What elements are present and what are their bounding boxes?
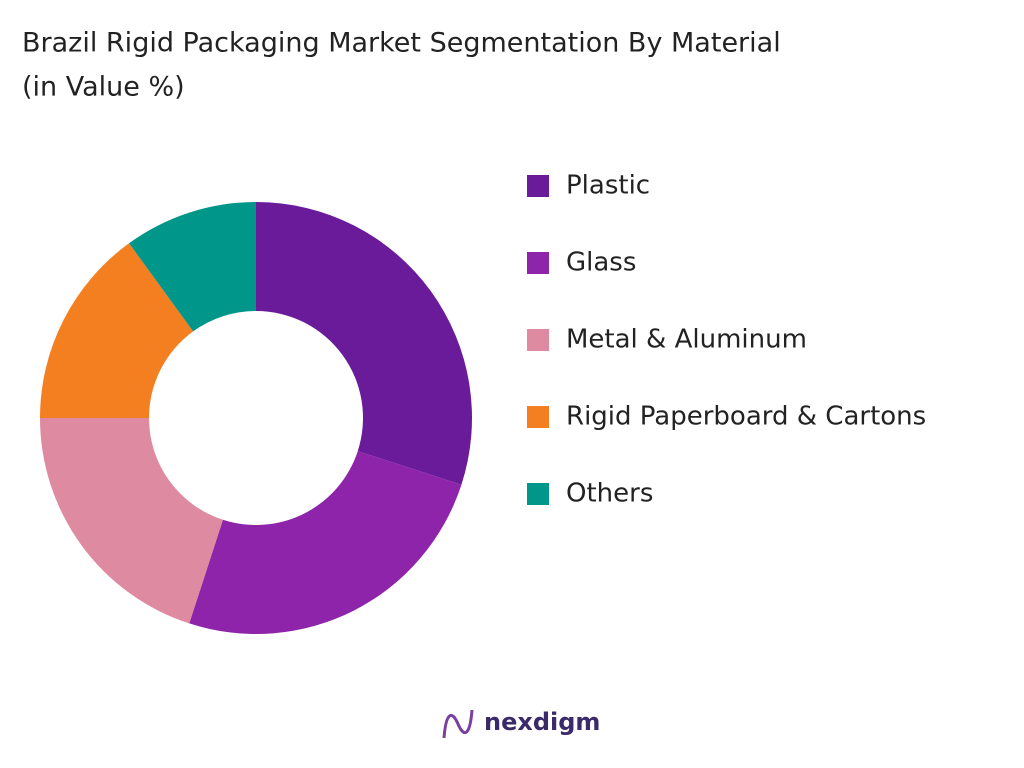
donut-segment (40, 418, 223, 624)
logo-icon (442, 709, 474, 739)
legend-swatch (527, 175, 549, 197)
brand-name: nexdigm (484, 708, 600, 736)
legend-swatch (527, 483, 549, 505)
chart-title: Brazil Rigid Packaging Market Segmentati… (22, 28, 781, 59)
legend-swatch (527, 406, 549, 428)
legend-label: Metal & Aluminum (566, 325, 807, 355)
legend-swatch (527, 329, 549, 351)
donut-segment (40, 243, 194, 418)
legend-label: Rigid Paperboard & Cartons (566, 402, 926, 432)
legend-label: Others (566, 479, 653, 509)
legend-swatch (527, 252, 549, 274)
legend-label: Plastic (566, 171, 650, 201)
brand-logo: nexdigm (442, 708, 600, 739)
donut-segment (256, 202, 472, 485)
donut-segment (189, 451, 462, 634)
legend-label: Glass (566, 248, 636, 278)
chart-subtitle: (in Value %) (22, 72, 185, 103)
donut-segment (129, 202, 256, 332)
